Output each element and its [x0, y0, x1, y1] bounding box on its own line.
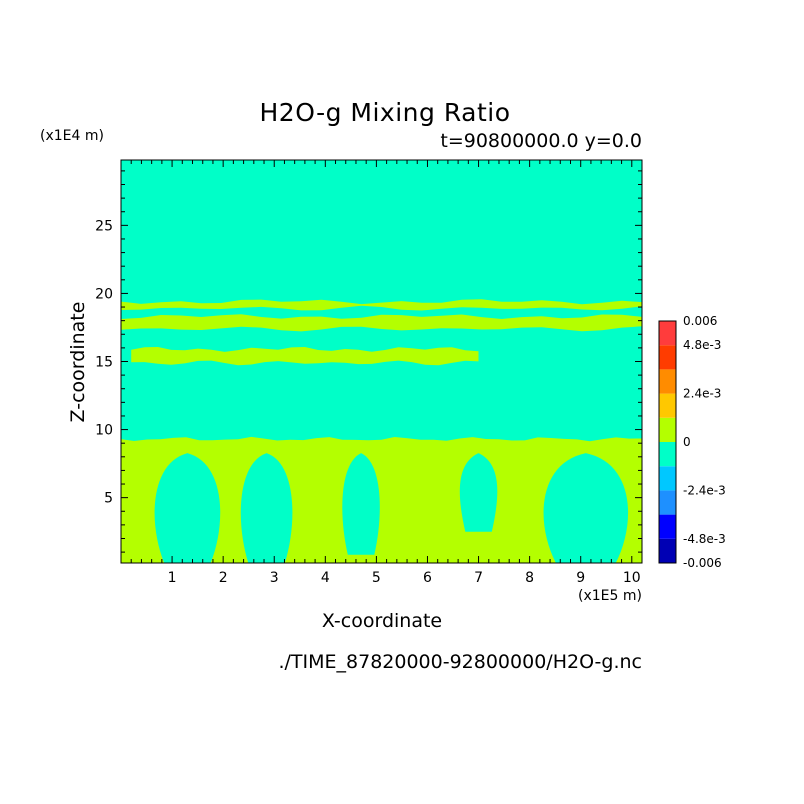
x-tick-label: 4 [321, 570, 330, 586]
colorbar-segment [659, 538, 676, 563]
dry-plume [543, 453, 629, 563]
dry-plume [459, 453, 498, 532]
chart-title: H2O-g Mixing Ratio [259, 98, 511, 127]
x-tick-label: 1 [168, 570, 177, 586]
z-tick-label: 15 [95, 355, 113, 371]
x-tick-label: 9 [576, 570, 585, 586]
moist-band [131, 347, 479, 366]
colorbar-segment [659, 369, 676, 394]
z-tick-label: 5 [104, 491, 113, 507]
x-tick-label: 7 [474, 570, 483, 586]
z-tick-label: 25 [95, 218, 113, 234]
colorbar-label: 4.8e-3 [683, 338, 721, 352]
colorbar-segment [659, 442, 676, 467]
z-axis-unit: (x1E4 m) [40, 128, 104, 144]
colorbar-segment [659, 514, 676, 539]
x-tick-label: 10 [623, 570, 641, 586]
colorbar-label: 0 [683, 435, 691, 449]
x-axis-label: X-coordinate [321, 610, 443, 632]
colorbar-segment [659, 321, 676, 346]
moist-band [121, 314, 642, 332]
z-tick-label: 20 [95, 286, 113, 302]
colorbar-frame [658, 320, 677, 564]
colorbar-segment [659, 393, 676, 418]
colorbar-segment [659, 466, 676, 491]
colorbar-label: 0.006 [683, 314, 717, 328]
colorbar-segment [659, 345, 676, 370]
moist-band [121, 299, 642, 311]
dry-plume [240, 453, 293, 563]
x-axis-unit: (x1E5 m) [578, 588, 642, 604]
colorbar-label: -2.4e-3 [683, 483, 726, 497]
colorbar-label: -0.006 [683, 556, 722, 570]
x-tick-label: 6 [423, 570, 432, 586]
colorbar-segment [659, 417, 676, 442]
colorbar-label: 2.4e-3 [683, 387, 721, 401]
x-tick-label: 3 [270, 570, 279, 586]
x-tick-label: 8 [525, 570, 534, 586]
colorbar-segment [659, 490, 676, 515]
chart-subtitle: t=90800000.0 y=0.0 [440, 130, 642, 152]
dry-plume [154, 453, 221, 563]
dry-plume [342, 453, 380, 555]
source-filename: ./TIME_87820000-92800000/H2O-g.nc [278, 651, 642, 673]
x-tick-label: 5 [372, 570, 381, 586]
x-tick-label: 2 [219, 570, 228, 586]
z-tick-label: 10 [95, 423, 113, 439]
colorbar-label: -4.8e-3 [683, 532, 726, 546]
